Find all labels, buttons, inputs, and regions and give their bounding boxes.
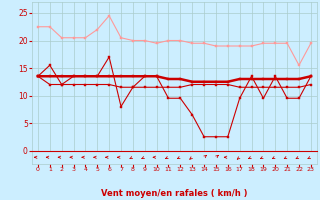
Text: Vent moyen/en rafales ( km/h ): Vent moyen/en rafales ( km/h ) — [101, 189, 248, 198]
